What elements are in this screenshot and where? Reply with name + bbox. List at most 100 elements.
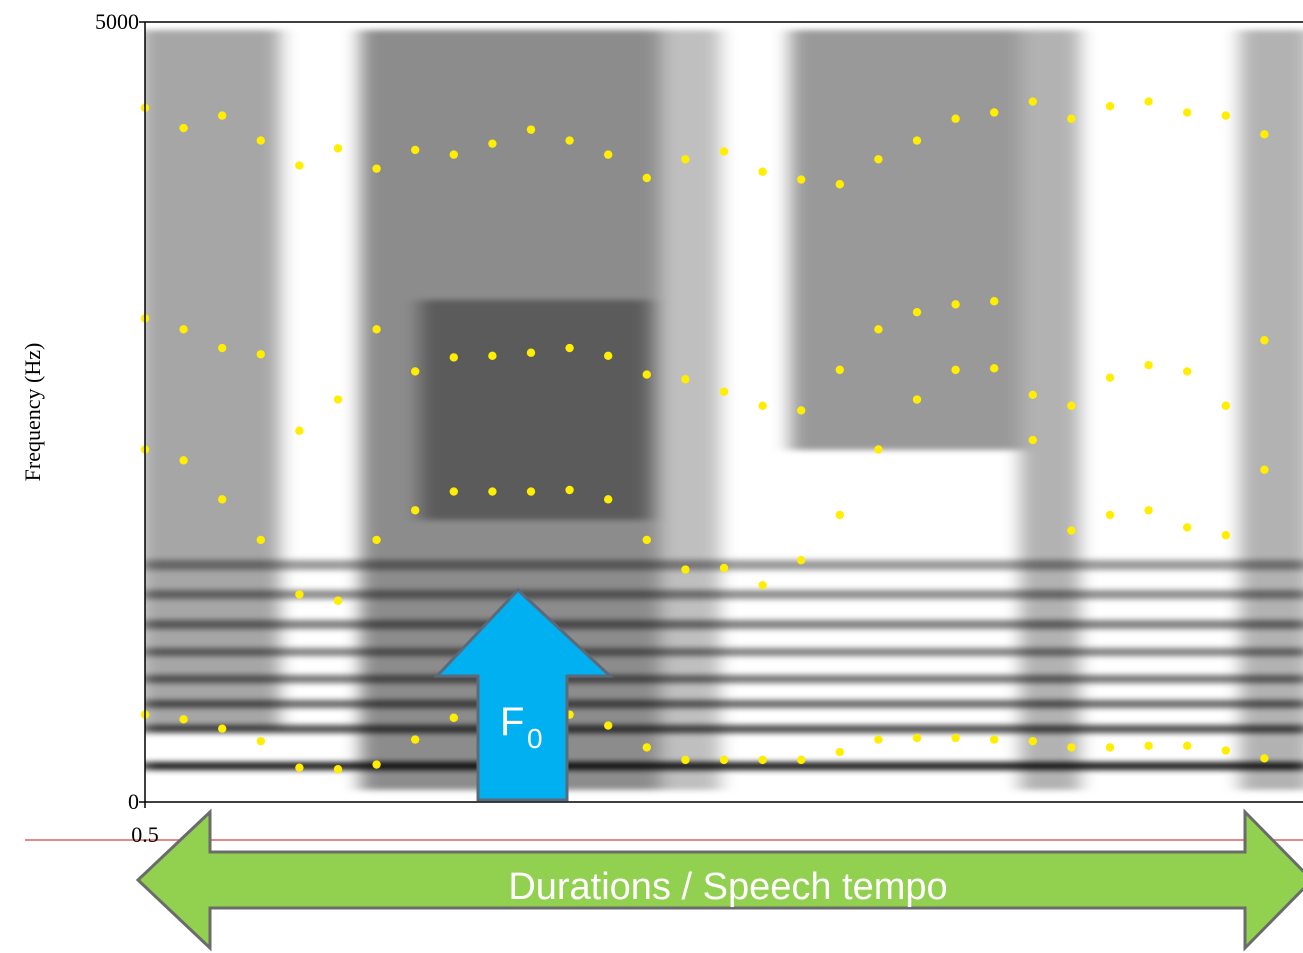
formant-point <box>604 352 612 360</box>
formant-point <box>1183 523 1191 531</box>
formant-point <box>1029 436 1037 444</box>
formant-point <box>218 495 226 503</box>
formant-point <box>1222 531 1230 539</box>
formant-point <box>334 765 342 773</box>
y-axis-label: Frequency (Hz) <box>20 343 45 482</box>
formant-point <box>681 565 689 573</box>
f0-subscript: 0 <box>527 723 543 754</box>
formant-point <box>527 487 535 495</box>
f0-label: F <box>500 700 524 744</box>
formant-point <box>1260 336 1268 344</box>
formant-point <box>913 308 921 316</box>
formant-point <box>1183 742 1191 750</box>
formant-point <box>1260 130 1268 138</box>
formant-point <box>1029 97 1037 105</box>
formant-point <box>1144 506 1152 514</box>
formant-point <box>1106 373 1114 381</box>
formant-point <box>604 721 612 729</box>
formant-point <box>797 556 805 564</box>
formant-point <box>218 724 226 732</box>
formant-point <box>1029 737 1037 745</box>
formant-point <box>681 155 689 163</box>
formant-point <box>913 734 921 742</box>
formant-point <box>450 150 458 158</box>
formant-point <box>565 344 573 352</box>
formant-point <box>643 743 651 751</box>
formant-point <box>797 175 805 183</box>
formant-point <box>411 506 419 514</box>
formant-point <box>1183 367 1191 375</box>
formant-point <box>1067 402 1075 410</box>
formant-point <box>681 375 689 383</box>
formant-point <box>372 325 380 333</box>
formant-point <box>450 353 458 361</box>
formant-point <box>951 734 959 742</box>
formant-point <box>295 590 303 598</box>
formant-point <box>874 735 882 743</box>
formant-point <box>951 366 959 374</box>
formant-point <box>1106 743 1114 751</box>
formant-point <box>450 714 458 722</box>
formant-point <box>372 536 380 544</box>
formant-point <box>1144 361 1152 369</box>
formant-point <box>179 456 187 464</box>
formant-point <box>411 367 419 375</box>
chart: Frequency (Hz) F 0 Durations / Speech te… <box>0 0 1303 953</box>
formant-point <box>372 760 380 768</box>
formant-point <box>681 756 689 764</box>
formant-point <box>990 364 998 372</box>
formant-point <box>720 756 728 764</box>
formant-point <box>951 115 959 123</box>
formant-point <box>604 495 612 503</box>
formant-point <box>913 136 921 144</box>
formant-point <box>874 445 882 453</box>
formant-point <box>1260 754 1268 762</box>
formant-point <box>874 155 882 163</box>
formant-point <box>1067 115 1075 123</box>
formant-point <box>1029 391 1037 399</box>
formant-point <box>334 395 342 403</box>
formant-point <box>257 350 265 358</box>
formant-point <box>179 124 187 132</box>
formant-point <box>488 352 496 360</box>
formant-point <box>1067 743 1075 751</box>
formant-point <box>257 136 265 144</box>
formant-point <box>797 406 805 414</box>
formant-point <box>334 144 342 152</box>
formant-point <box>1106 102 1114 110</box>
x-tick-label: 0.5 <box>131 822 159 847</box>
formant-point <box>797 756 805 764</box>
formant-point <box>836 180 844 188</box>
formant-point <box>643 174 651 182</box>
formant-point <box>604 150 612 158</box>
formant-point <box>836 366 844 374</box>
formant-point <box>758 402 766 410</box>
formant-point <box>565 486 573 494</box>
duration-label: Durations / Speech tempo <box>508 866 947 908</box>
formant-point <box>334 597 342 605</box>
y-tick-label: 5000 <box>95 9 139 34</box>
formant-point <box>1067 526 1075 534</box>
formant-point <box>218 344 226 352</box>
formant-point <box>527 125 535 133</box>
formant-point <box>411 735 419 743</box>
formant-point <box>218 111 226 119</box>
formant-point <box>1144 97 1152 105</box>
formant-point <box>758 756 766 764</box>
formant-point <box>179 325 187 333</box>
formant-point <box>720 147 728 155</box>
formant-point <box>720 388 728 396</box>
formant-point <box>990 735 998 743</box>
formant-point <box>1260 466 1268 474</box>
formant-point <box>990 297 998 305</box>
spectrogram <box>140 30 1303 790</box>
formant-point <box>295 161 303 169</box>
y-tick-label: 0 <box>128 789 139 814</box>
formant-point <box>643 370 651 378</box>
formant-point <box>372 164 380 172</box>
formant-point <box>488 487 496 495</box>
formant-point <box>450 487 458 495</box>
formant-point <box>1222 111 1230 119</box>
formant-point <box>720 564 728 572</box>
formant-point <box>411 146 419 154</box>
